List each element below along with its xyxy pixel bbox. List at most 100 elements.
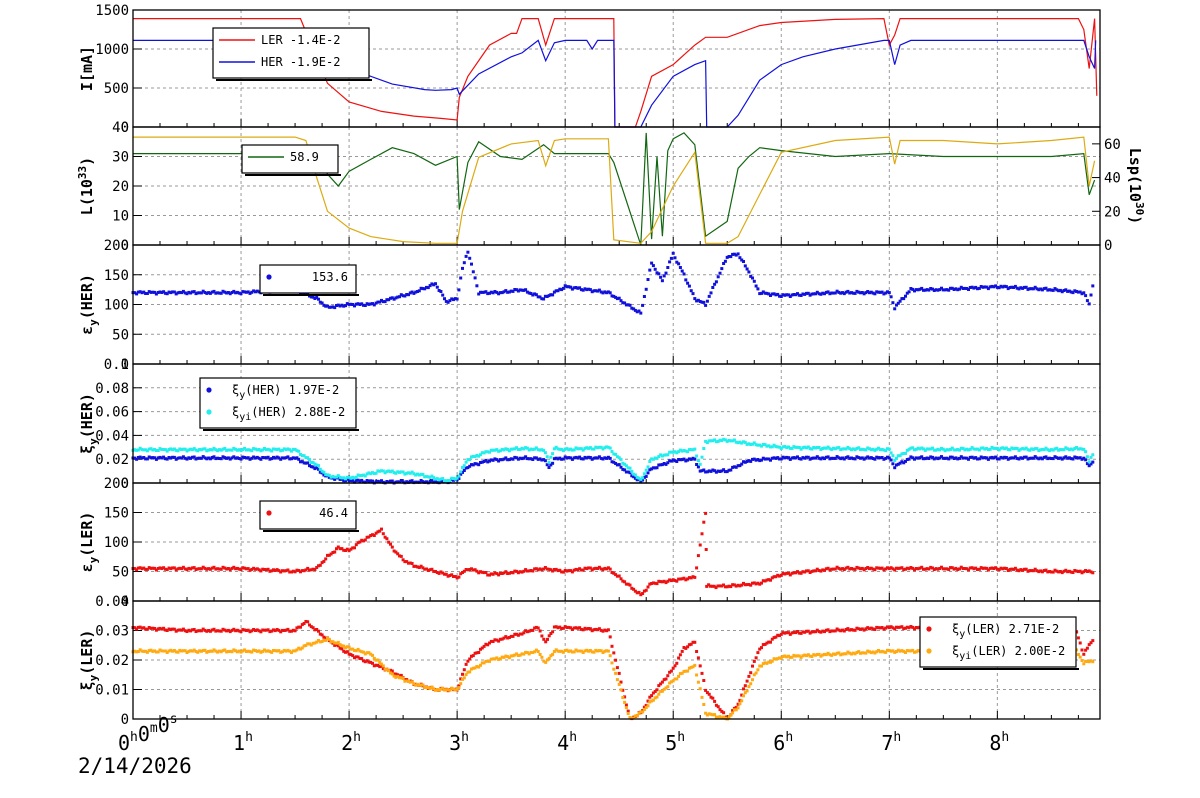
data-point <box>1033 567 1037 571</box>
data-point <box>994 455 998 459</box>
data-point <box>162 566 166 570</box>
data-point <box>358 649 362 653</box>
data-point <box>214 457 218 461</box>
data-point <box>198 629 202 633</box>
data-point <box>940 286 943 290</box>
data-point <box>742 260 745 263</box>
data-point <box>1066 456 1070 460</box>
data-point <box>457 575 461 579</box>
data-point <box>669 450 673 454</box>
data-point <box>444 688 448 692</box>
data-point <box>457 477 461 480</box>
data-point <box>801 630 805 634</box>
data-point <box>172 649 176 652</box>
data-point <box>860 456 864 460</box>
data-point <box>1024 567 1028 571</box>
data-point <box>448 479 452 483</box>
data-point <box>459 572 463 576</box>
data-point <box>646 585 650 589</box>
data-point <box>603 649 607 653</box>
data-point <box>628 303 632 307</box>
data-point <box>515 652 519 656</box>
data-point <box>1031 456 1035 460</box>
data-point <box>140 448 144 452</box>
data-point <box>201 455 205 459</box>
data-point <box>678 448 682 452</box>
data-point <box>362 650 365 654</box>
data-point <box>216 629 220 633</box>
data-point <box>880 649 884 653</box>
data-point <box>743 684 747 688</box>
data-point <box>380 479 383 483</box>
data-point <box>752 673 756 677</box>
data-point <box>803 630 807 634</box>
data-point <box>416 480 419 484</box>
data-point <box>574 455 578 459</box>
data-point <box>561 626 565 630</box>
data-point <box>896 648 900 652</box>
data-point <box>353 546 356 550</box>
data-point <box>1010 285 1014 289</box>
data-point <box>214 649 218 653</box>
data-point <box>435 571 439 574</box>
data-point <box>999 446 1003 450</box>
data-point <box>479 453 482 457</box>
data-point <box>718 470 722 473</box>
data-point <box>898 625 902 629</box>
data-point <box>199 456 203 460</box>
data-point <box>986 448 990 452</box>
data-point <box>1091 639 1095 643</box>
data-point <box>504 635 508 639</box>
data-point <box>605 567 609 571</box>
data-point <box>821 568 825 572</box>
data-point <box>606 455 610 459</box>
data-point <box>327 305 331 309</box>
data-point <box>815 628 819 632</box>
data-point <box>754 671 758 675</box>
data-point <box>230 650 234 654</box>
data-point <box>1073 569 1077 572</box>
data-point <box>529 292 533 295</box>
legend-marker-dot <box>266 510 272 516</box>
data-point <box>342 479 346 483</box>
data-point <box>1006 457 1010 461</box>
data-point <box>408 479 412 483</box>
data-point <box>135 448 139 452</box>
data-point <box>1064 446 1068 450</box>
data-point <box>610 294 614 298</box>
data-point <box>403 678 407 682</box>
data-point <box>693 640 697 644</box>
data-point <box>372 472 376 475</box>
data-point <box>311 641 315 645</box>
data-point <box>684 578 688 582</box>
data-point <box>832 291 835 295</box>
data-point <box>183 456 187 460</box>
data-point <box>502 571 506 575</box>
data-point <box>754 582 758 586</box>
data-point <box>163 567 167 571</box>
y-tick-label: 0 <box>121 238 129 254</box>
data-point <box>248 630 252 634</box>
data-point <box>189 291 193 295</box>
data-point <box>165 651 169 654</box>
data-point <box>344 650 347 654</box>
data-point <box>347 479 351 482</box>
data-point <box>374 663 378 667</box>
data-point <box>1057 448 1061 452</box>
data-point <box>787 445 790 449</box>
data-point <box>708 584 712 588</box>
data-point <box>383 300 387 304</box>
data-point <box>986 457 990 461</box>
data-point <box>340 644 344 648</box>
data-point <box>448 688 452 692</box>
data-point <box>896 454 900 458</box>
data-point <box>705 713 709 717</box>
data-point <box>554 445 558 449</box>
data-point <box>376 530 380 534</box>
data-point <box>149 566 153 570</box>
data-point <box>313 467 317 471</box>
data-point <box>272 649 275 652</box>
data-point <box>273 569 277 572</box>
data-point <box>482 644 486 648</box>
data-point <box>567 448 571 452</box>
